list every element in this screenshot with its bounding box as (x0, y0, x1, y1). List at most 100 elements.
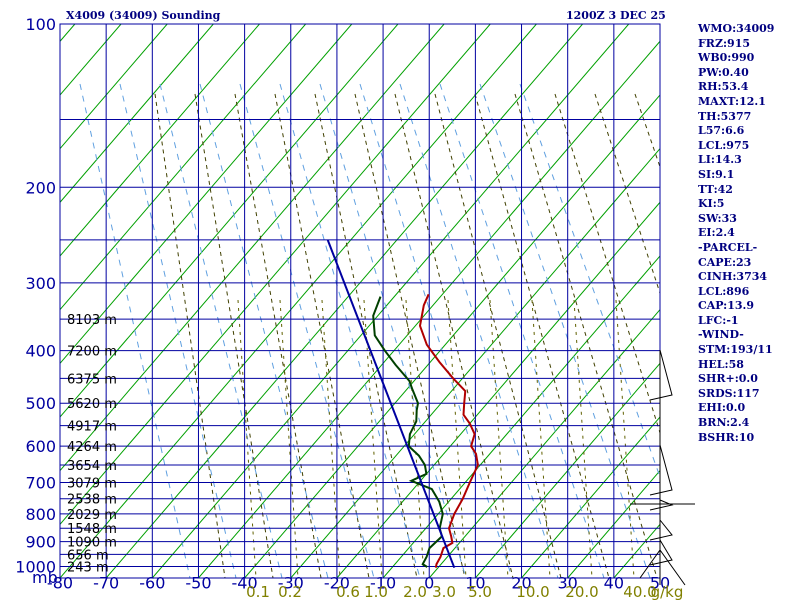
isotherm-line (475, 362, 660, 578)
isotherm-line (428, 308, 660, 578)
stat-item: TH:5377 (698, 109, 752, 123)
grid-inner (0, 24, 660, 578)
stat-item: PW:0.40 (698, 65, 749, 79)
height-label: 243 m (67, 561, 109, 576)
isotherm-line (105, 24, 583, 578)
series-clip-group (326, 239, 479, 569)
temperature-tick-label: -60 (139, 574, 165, 593)
isotherm-line (382, 255, 660, 578)
stat-item: CAP:13.9 (698, 299, 755, 313)
pressure-tick-label: 400 (25, 342, 56, 361)
isotherm-line (60, 24, 399, 418)
stat-item: SI:9.1 (698, 167, 735, 181)
mixing-ratio-label: 20.0 (565, 583, 598, 600)
chart-grid (0, 23, 661, 579)
moist-adiabat-line (519, 83, 660, 479)
mixing-ratio-line (573, 299, 593, 578)
stat-item: LCL:896 (698, 284, 750, 298)
stat-item: MAXT:12.1 (698, 94, 766, 108)
wind-barb (639, 549, 686, 586)
stat-item: STM:193/11 (698, 343, 773, 357)
stat-item: WMO:34009 (698, 22, 775, 35)
isotherm-line (60, 24, 307, 311)
temperature-tick-label: 40 (604, 574, 624, 593)
height-label: 1548 m (67, 522, 117, 537)
stat-item: CAPE:23 (698, 255, 752, 269)
height-label: 8103 m (67, 313, 117, 328)
isotherm-line (60, 24, 491, 526)
stat-item: SHR+:0.0 (698, 372, 758, 386)
dry-adiabat-line (434, 93, 562, 578)
mixing-ratio-label: 10.0 (516, 583, 549, 600)
stat-item: SW:33 (698, 211, 737, 225)
pressure-tick-label: 900 (25, 533, 56, 552)
dry-adiabat-line (474, 93, 610, 578)
isotherm-line (336, 201, 660, 578)
height-label: 2538 m (67, 493, 117, 508)
isotherm-line (290, 147, 660, 578)
height-label: 3654 m (67, 459, 117, 474)
isotherm-line (60, 24, 353, 365)
isotherm-line (60, 24, 76, 43)
mixing-ratio-label: 2.0 (403, 583, 427, 600)
time-label: 1200Z 3 DEC 25 (566, 9, 666, 22)
mixing-ratio-line (447, 299, 467, 578)
mixing-ratio-label: 5.0 (468, 583, 492, 600)
parcel-path (326, 239, 456, 569)
moist-adiabat-line (239, 83, 375, 578)
temperature-tick-label: -70 (93, 574, 119, 593)
plot-border (59, 23, 661, 579)
moist-adiabat-line (279, 83, 421, 578)
height-label: 4264 m (67, 440, 117, 455)
stat-item: WB0:990 (698, 51, 755, 65)
wind-barb (649, 444, 673, 496)
temperature-tick-label: 50 (650, 574, 670, 593)
wind-barb (649, 349, 673, 401)
moist-adiabat-line (479, 83, 651, 578)
dry-adiabat-line (394, 93, 514, 578)
temperature-tick-label: -10 (370, 574, 396, 593)
stat-item: EHI:0.0 (698, 401, 746, 415)
temperature-tick-label: 0 (424, 574, 434, 593)
mixing-ratio-label: 0.1 (246, 583, 270, 600)
moist-adiabat-line (439, 83, 605, 578)
dry-adiabat-line (234, 93, 322, 578)
isotherm-line (198, 40, 660, 578)
temperature-tick-label: -20 (324, 574, 350, 593)
pressure-tick-label: 100 (25, 15, 56, 34)
mixing-ratio-line (237, 299, 257, 578)
stat-item: CINH:3734 (698, 270, 768, 284)
stat-item: HEL:58 (698, 357, 744, 371)
stat-item: BRN:2.4 (698, 416, 750, 430)
stat-item: FRZ:915 (698, 36, 751, 50)
mixing-ratio-line (405, 299, 425, 578)
temperature-tick-label: 20 (511, 574, 531, 593)
stat-item: -PARCEL- (698, 240, 758, 254)
pressure-tick-label: 200 (25, 178, 56, 197)
isotherm-line (521, 416, 660, 578)
moist-adiabat-line (399, 83, 559, 578)
isotherm-line (60, 24, 260, 257)
stat-item: KI:5 (698, 197, 725, 211)
stat-item: LFC:-1 (698, 313, 739, 327)
height-label: 5620 m (67, 397, 117, 412)
dry-adiabat-line (194, 93, 274, 578)
mixing-ratio-label: 0.2 (278, 583, 302, 600)
pressure-tick-label: 300 (25, 274, 56, 293)
temperature-tick-label: -30 (278, 574, 304, 593)
mixing-ratio-line (489, 299, 509, 578)
stat-item: LCL:975 (698, 138, 750, 152)
mixing-ratio-line (531, 299, 551, 578)
temperature-tick-label: 10 (465, 574, 485, 593)
mixing-ratio-label: 40.0 (623, 583, 656, 600)
dry-adiabat-line (314, 93, 418, 578)
wind-barb (649, 519, 673, 541)
isotherm-line (0, 24, 29, 578)
pressure-tick-label: 500 (25, 394, 56, 413)
sounding-profiles (326, 239, 479, 569)
temperature-tick-label: -50 (185, 574, 211, 593)
stat-item: TT:42 (698, 182, 733, 196)
dry-adiabat-line (154, 93, 226, 578)
moist-adiabat-line (319, 83, 467, 578)
